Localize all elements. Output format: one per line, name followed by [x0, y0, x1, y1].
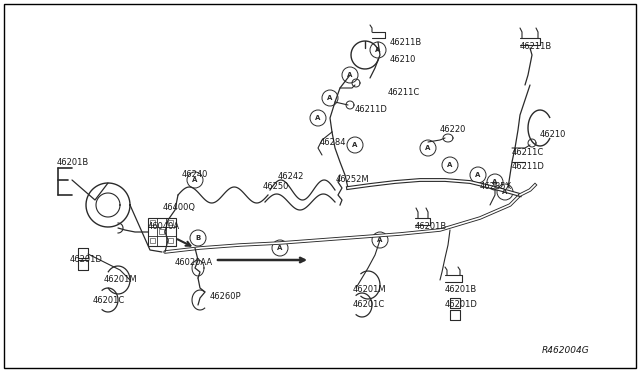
Text: A: A: [426, 145, 431, 151]
Text: 46211C: 46211C: [388, 88, 420, 97]
Text: 46285X: 46285X: [480, 182, 512, 191]
Text: 46210: 46210: [390, 55, 417, 64]
Text: A: A: [192, 177, 198, 183]
Text: A: A: [476, 172, 481, 178]
Bar: [159, 229, 164, 234]
Text: 46211D: 46211D: [512, 162, 545, 171]
Text: 46210: 46210: [540, 130, 566, 139]
Text: 46201M: 46201M: [353, 285, 387, 294]
Text: 46201D: 46201D: [445, 300, 478, 309]
Text: 46240: 46240: [182, 170, 209, 179]
Text: 46400Q: 46400Q: [163, 203, 196, 212]
Bar: [168, 220, 173, 225]
Text: 46284: 46284: [320, 138, 346, 147]
Text: A: A: [375, 47, 381, 53]
Text: 46201D: 46201D: [70, 255, 103, 264]
Bar: [168, 238, 173, 243]
Text: A: A: [277, 245, 283, 251]
Text: 46211C: 46211C: [512, 148, 544, 157]
Text: 46201C: 46201C: [93, 296, 125, 305]
Text: 46201M: 46201M: [104, 275, 138, 284]
Text: A: A: [378, 237, 383, 243]
Text: 46201B: 46201B: [415, 222, 447, 231]
Bar: [148, 218, 176, 246]
Text: A: A: [316, 115, 321, 121]
Text: B: B: [195, 235, 200, 241]
Text: 46201B: 46201B: [445, 285, 477, 294]
Bar: [150, 238, 155, 243]
Text: A: A: [327, 95, 333, 101]
Text: 46211B: 46211B: [390, 38, 422, 47]
Text: 46201B: 46201B: [57, 158, 89, 167]
Text: 46201C: 46201C: [353, 300, 385, 309]
Text: 46020AA: 46020AA: [175, 258, 213, 267]
Text: A: A: [447, 162, 452, 168]
Text: 46242: 46242: [278, 172, 305, 181]
Text: A: A: [352, 142, 358, 148]
Text: 46260P: 46260P: [210, 292, 242, 301]
Bar: [150, 220, 155, 225]
Text: 46250: 46250: [263, 182, 289, 191]
Text: R462004G: R462004G: [542, 346, 590, 355]
Text: 46211B: 46211B: [520, 42, 552, 51]
Text: A: A: [492, 179, 498, 185]
Text: A: A: [502, 189, 508, 195]
Text: A: A: [348, 72, 353, 78]
Text: 46220: 46220: [440, 125, 467, 134]
Text: 46211D: 46211D: [355, 105, 388, 114]
Text: 46040A: 46040A: [148, 222, 180, 231]
Text: 46252M: 46252M: [336, 175, 370, 184]
